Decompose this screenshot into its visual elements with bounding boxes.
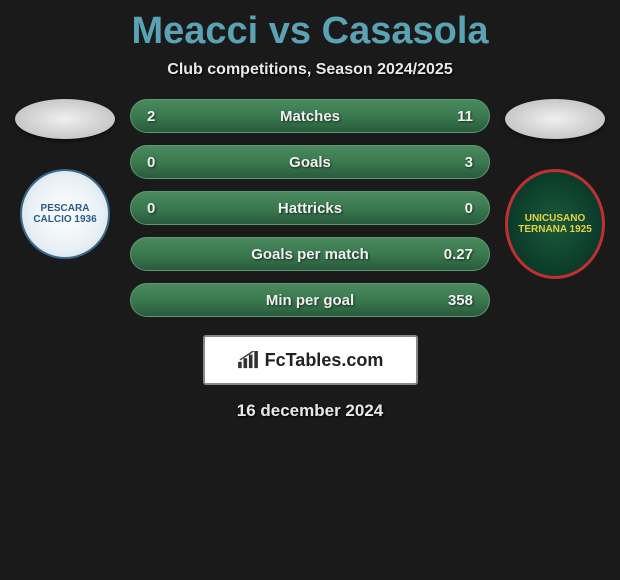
stat-label: Goals (289, 154, 331, 171)
branding-text: FcTables.com (265, 350, 384, 371)
stat-right-value: 0 (443, 200, 473, 217)
stat-right-value: 358 (443, 292, 473, 309)
team2-badge: UNICUSANO TERNANA 1925 (505, 169, 605, 279)
comparison-card: Meacci vs Casasola Club competitions, Se… (0, 0, 620, 421)
team1-badge: PESCARA CALCIO 1936 (20, 169, 110, 259)
stat-left-value: 0 (147, 200, 177, 217)
stat-row-goals: 0 Goals 3 (130, 145, 490, 179)
stats-table: 2 Matches 11 0 Goals 3 0 Hattricks 0 Goa… (130, 99, 490, 317)
subtitle: Club competitions, Season 2024/2025 (0, 61, 620, 79)
stat-row-matches: 2 Matches 11 (130, 99, 490, 133)
title-player2: Casasola (322, 10, 489, 52)
bar-chart-icon (237, 351, 259, 369)
left-side: PESCARA CALCIO 1936 (10, 99, 120, 259)
stat-right-value: 3 (443, 154, 473, 171)
stat-left-value: 2 (147, 108, 177, 125)
page-title: Meacci vs Casasola (0, 10, 620, 53)
title-vs: vs (269, 10, 311, 52)
player2-placeholder-oval (505, 99, 605, 139)
stat-right-value: 11 (443, 108, 473, 125)
team1-badge-text: PESCARA CALCIO 1936 (22, 203, 108, 225)
stat-row-goals-per-match: Goals per match 0.27 (130, 237, 490, 271)
date-line: 16 december 2024 (0, 401, 620, 421)
title-player1: Meacci (131, 10, 258, 52)
stat-row-min-per-goal: Min per goal 358 (130, 283, 490, 317)
stat-left-value: 0 (147, 154, 177, 171)
main-area: PESCARA CALCIO 1936 2 Matches 11 0 Goals… (0, 99, 620, 317)
stat-row-hattricks: 0 Hattricks 0 (130, 191, 490, 225)
player1-placeholder-oval (15, 99, 115, 139)
stat-label: Goals per match (251, 246, 369, 263)
stat-label: Hattricks (278, 200, 342, 217)
stat-right-value: 0.27 (443, 246, 473, 263)
stat-label: Matches (280, 108, 340, 125)
stat-label: Min per goal (266, 292, 354, 309)
right-side: UNICUSANO TERNANA 1925 (500, 99, 610, 279)
branding-box[interactable]: FcTables.com (203, 335, 418, 385)
team2-badge-text: UNICUSANO TERNANA 1925 (508, 213, 602, 235)
